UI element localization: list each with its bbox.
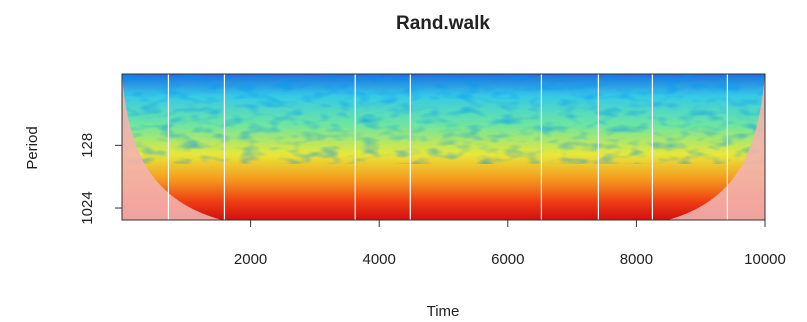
cone-of-influence (122, 74, 222, 220)
x-tick-label: 10000 (744, 251, 786, 268)
power-image (122, 74, 765, 220)
plot-frame (121, 73, 766, 221)
y-tick-label: 1024 (79, 191, 96, 224)
marks (167, 74, 728, 220)
power-texture (122, 74, 765, 164)
x-tick-label: 6000 (491, 251, 524, 268)
x-axis-label: Time (427, 303, 460, 320)
x-tick-label: 2000 (234, 251, 267, 268)
y-tick-label: 128 (79, 133, 96, 158)
x-tick-label: 8000 (620, 251, 653, 268)
chart-title: Rand.walk (396, 13, 490, 34)
cone-of-influence (668, 74, 765, 220)
x-tick-label: 4000 (363, 251, 396, 268)
y-axis-label: Period (24, 126, 41, 169)
